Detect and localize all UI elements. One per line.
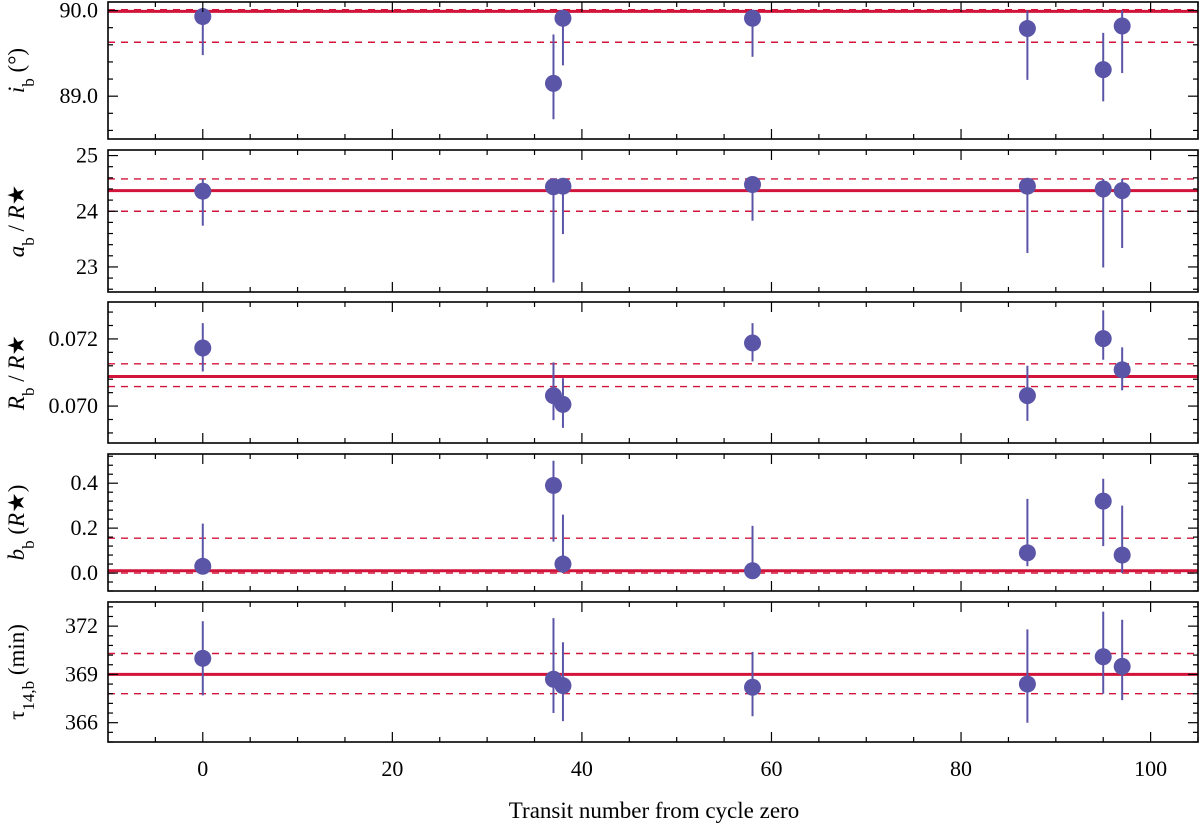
panel-frame (107, 301, 1199, 444)
y-axis-label-part: R (4, 513, 29, 528)
data-point (744, 678, 762, 696)
y-axis-label-part: b (19, 540, 38, 549)
data-point (554, 177, 572, 195)
y-tick-label: 24 (76, 198, 98, 223)
data-point (744, 176, 762, 194)
y-axis-label-part: i (4, 87, 29, 93)
data-point (194, 8, 212, 26)
y-axis-label-part: b (19, 78, 38, 87)
y-tick-label: 366 (65, 710, 98, 735)
data-point (744, 562, 762, 580)
y-axis-label-part: / (4, 370, 29, 388)
y-axis-label-part: (°) (4, 48, 29, 78)
panel-content (108, 611, 1198, 723)
data-point (1018, 675, 1036, 693)
data-point (1094, 61, 1112, 79)
y-axis-label: bb (R★) (4, 485, 38, 561)
y-axis-label-part: ★ (4, 185, 29, 206)
y-axis-label-part: b (19, 388, 38, 397)
data-point (554, 9, 572, 27)
y-tick-label: 0.070 (49, 393, 99, 418)
panel-impact-parameter: 0.0 0.2 0.4 bb (R★) (4, 453, 1199, 592)
y-axis-label-part: R (4, 396, 29, 411)
y-axis-label: ib (°) (4, 48, 38, 93)
data-point (554, 395, 572, 413)
data-point (194, 339, 212, 357)
data-point (1094, 180, 1112, 198)
y-axis-label-part: ★ (4, 335, 29, 356)
data-point (194, 182, 212, 200)
y-axis-label-part: ( (4, 527, 29, 540)
y-tick-label: 0.2 (71, 515, 99, 540)
x-tick-label: 40 (571, 756, 593, 781)
data-point (1113, 361, 1131, 379)
y-axis-label: Rb / R★ (4, 335, 38, 411)
data-point (1018, 544, 1036, 562)
y-tick-label: 90.0 (60, 0, 99, 23)
panel-content (108, 460, 1198, 580)
y-tick-label: 369 (65, 661, 98, 686)
panel-content (108, 176, 1198, 283)
y-tick-label: 89.0 (60, 83, 99, 108)
x-tick-label: 60 (760, 756, 782, 781)
panel-content (108, 8, 1198, 120)
panel-scaled-semi-major-axis: 23 24 25 ab / R★ (4, 143, 1199, 293)
data-point (544, 476, 562, 494)
y-axis-label-part: ) (4, 485, 29, 493)
data-point (744, 334, 762, 352)
y-axis-label-part: (min) (4, 624, 29, 681)
panel-frame (107, 149, 1199, 293)
panel-frame (107, 601, 1199, 743)
data-point (1094, 648, 1112, 666)
data-point (1113, 546, 1131, 564)
data-point (194, 649, 212, 667)
data-point (1113, 182, 1131, 200)
data-point (1113, 657, 1131, 675)
y-tick-label: 23 (76, 254, 98, 279)
panel-frame (107, 453, 1199, 592)
data-point (1094, 330, 1112, 348)
y-axis-label-part: R (4, 356, 29, 371)
data-point (1018, 177, 1036, 195)
y-axis-label-part: τ (4, 711, 29, 720)
y-axis-label-part: ★ (4, 492, 29, 513)
y-axis-label-part: b (4, 549, 29, 561)
data-point (1018, 20, 1036, 38)
panel-transit-duration: 366 369 372 τ14,b (min) (4, 601, 1199, 743)
y-axis-label-part: 14,b (19, 681, 38, 711)
y-axis-label-part: a (4, 246, 29, 258)
x-tick-label: 80 (950, 756, 972, 781)
y-axis-label-part: b (19, 237, 38, 246)
y-tick-label: 0.0 (71, 560, 99, 585)
y-axis-label: ab / R★ (4, 185, 38, 258)
panel-content (108, 310, 1198, 428)
panel-inclination: 89.0 90.0 ib (°) (4, 0, 1199, 140)
y-tick-label: 0.4 (71, 470, 99, 495)
x-axis-label: Transit number from cycle zero (509, 798, 799, 823)
y-axis-label: τ14,b (min) (4, 624, 38, 720)
y-tick-label: 372 (65, 613, 98, 638)
data-point (1018, 387, 1036, 405)
data-point (194, 557, 212, 575)
x-tick-label: 100 (1134, 756, 1167, 781)
data-point (554, 555, 572, 573)
data-point (1094, 492, 1112, 510)
y-tick-label: 0.072 (49, 326, 99, 351)
x-axis: 0 20 40 60 80 100 (197, 756, 1167, 781)
data-point (1113, 17, 1131, 35)
x-tick-label: 0 (197, 756, 208, 781)
data-point (554, 677, 572, 695)
y-axis-label-part: R (4, 205, 29, 220)
panel-frame (107, 1, 1199, 140)
y-tick-label: 25 (76, 143, 98, 168)
x-tick-label: 20 (381, 756, 403, 781)
data-point (544, 74, 562, 92)
data-point (744, 9, 762, 27)
y-axis-label-part: / (4, 219, 29, 237)
